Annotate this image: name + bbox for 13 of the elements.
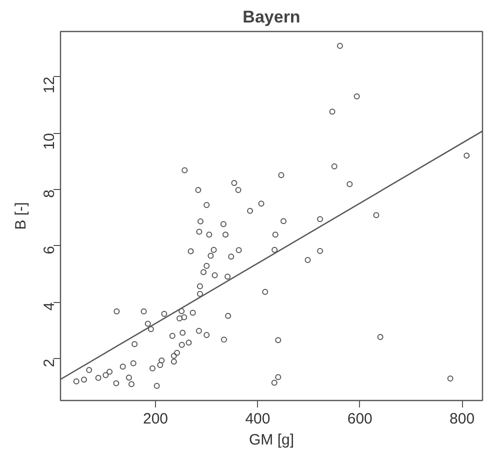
- y-tick-label: 4: [41, 302, 58, 311]
- y-tick-label: 8: [41, 189, 58, 198]
- x-tick-label: 200: [143, 410, 168, 428]
- chart-title: Bayern: [242, 8, 300, 26]
- x-axis-title: GM [g]: [248, 432, 294, 448]
- x-tick-label: 800: [450, 410, 475, 428]
- y-tick-label: 10: [41, 133, 58, 150]
- x-tick-label: 400: [245, 410, 270, 428]
- y-tick-label: 12: [41, 76, 58, 94]
- y-tick-label: 6: [41, 246, 58, 254]
- y-axis-title: B [-]: [12, 202, 30, 230]
- x-tick-label: 600: [347, 410, 372, 428]
- y-tick-label: 2: [41, 358, 58, 368]
